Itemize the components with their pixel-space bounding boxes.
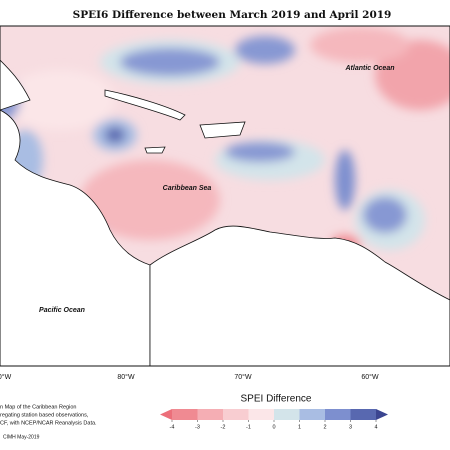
- lon-label: 70°W: [234, 373, 252, 381]
- ocean-label: Pacific Ocean: [39, 307, 85, 314]
- central-america: [0, 109, 151, 366]
- note-line: regating station based observations,: [0, 412, 89, 418]
- colorbar-segment: [299, 409, 325, 420]
- legend-title: SPEI Difference: [241, 394, 312, 405]
- sea-label: Caribbean Sea: [163, 185, 212, 192]
- colorbar-tick-label: 4: [374, 424, 377, 430]
- colorbar-over: [376, 409, 388, 420]
- colorbar-segment: [172, 409, 198, 420]
- hispaniola: [199, 121, 246, 139]
- note-line: CF, with NCEP/NCAR Reanalysis Data.: [0, 420, 97, 426]
- ocean-label: Atlantic Ocean: [344, 65, 394, 72]
- map: Atlantic Ocean Caribbean Sea Pacific Oce…: [0, 26, 450, 366]
- colorbar-segment: [223, 409, 249, 420]
- lon-label: 90°W: [0, 373, 12, 381]
- colorbar-tick-label: -1: [246, 424, 251, 430]
- note-line: n Map of the Caribbean Region: [0, 404, 76, 410]
- colorbar-segment: [325, 409, 351, 420]
- colorbar-tick-label: -4: [170, 424, 175, 430]
- map-title: SPEI6 Difference between March 2019 and …: [73, 9, 392, 21]
- colorbar-tick-label: 0: [272, 424, 275, 430]
- colorbar-segment: [274, 409, 300, 420]
- colorbar-segment: [350, 409, 376, 420]
- colorbar-under: [160, 409, 172, 420]
- lon-label: 80°W: [117, 373, 135, 381]
- jamaica: [144, 146, 166, 154]
- colorbar-tick-label: 2: [323, 424, 326, 430]
- colorbar-segment: [248, 409, 274, 420]
- credit: CIMH May-2019: [3, 434, 40, 440]
- cuba: [104, 89, 186, 121]
- colorbar-segment: [197, 409, 223, 420]
- colorbar-tick-label: -2: [221, 424, 226, 430]
- map-frame: [0, 25, 450, 367]
- colorbar-tick-label: -3: [195, 424, 200, 430]
- colorbar: -4 -3 -2 -1 0 1 2 3 4: [160, 409, 388, 430]
- colorbar-tick-label: 3: [349, 424, 352, 430]
- florida-yucatan: [0, 59, 31, 111]
- colorbar-tick-label: 1: [298, 424, 301, 430]
- south-america: [149, 225, 450, 366]
- lon-label: 60°W: [361, 373, 379, 381]
